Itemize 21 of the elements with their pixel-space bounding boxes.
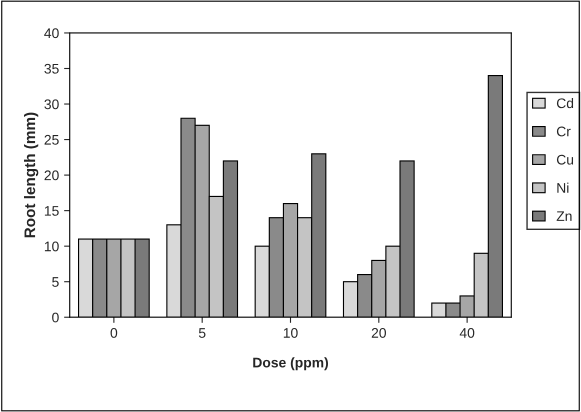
- legend-label: Zn: [556, 211, 572, 221]
- legend-label: Ni: [557, 182, 568, 193]
- x-tick-label: 5: [198, 328, 206, 338]
- x-tick-label: 10: [284, 328, 298, 338]
- y-tick-label: 15: [44, 206, 59, 216]
- legend-label: Cr: [556, 126, 571, 136]
- y-tick-label: 5: [52, 277, 59, 287]
- x-tick-label: 20: [372, 328, 386, 338]
- y-tick-label: 10: [44, 242, 59, 252]
- x-tick-label: 0: [110, 328, 118, 338]
- y-tick-label: 40: [44, 28, 59, 38]
- x-axis-title: Dose (ppm): [253, 357, 328, 370]
- y-axis-title: Root length (mm): [24, 112, 38, 238]
- y-tick-label: 35: [44, 64, 59, 74]
- x-tick-label: 40: [460, 328, 474, 338]
- legend-label: Cd: [556, 98, 574, 108]
- y-tick-label: 25: [44, 134, 59, 145]
- y-tick-label: 30: [44, 99, 59, 110]
- y-tick-label: 20: [44, 170, 59, 180]
- legend-label: Cu: [556, 154, 574, 165]
- y-tick-label: 0: [52, 312, 59, 322]
